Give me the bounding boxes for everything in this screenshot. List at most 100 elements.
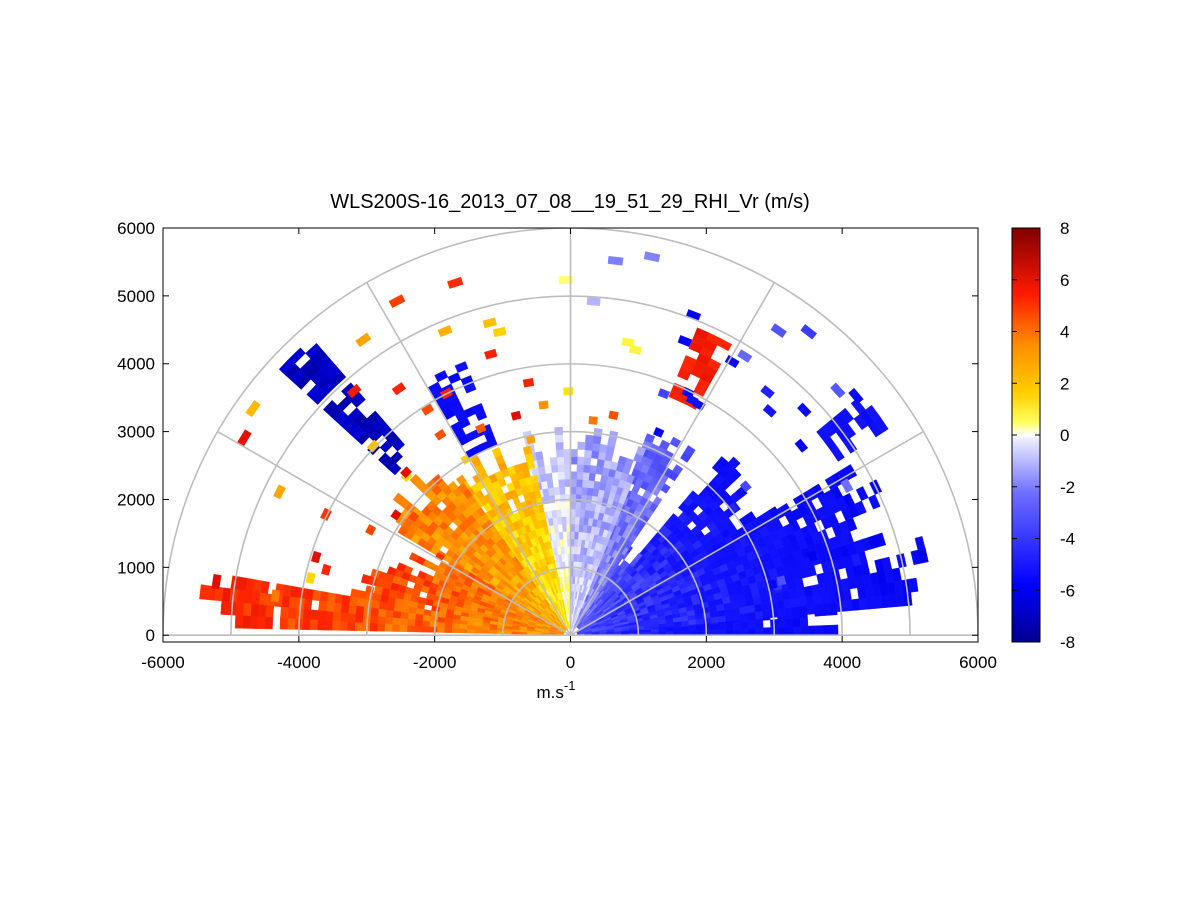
velocity-cell [437,324,453,338]
velocity-cell [450,421,463,433]
azimuth-spoke [217,430,571,636]
velocity-cell [473,625,483,631]
velocity-cell [390,509,402,521]
velocity-cell [895,592,905,607]
velocity-cell [760,384,775,399]
x-axis-label: m.s-1 [537,678,576,702]
velocity-cell [839,407,855,424]
velocity-cell [815,625,824,636]
velocity-cell [321,563,332,576]
y-tick-label: 6000 [117,219,155,238]
velocity-cell [908,577,919,593]
velocity-cell [555,441,564,451]
x-axis: -6000 -4000 -2000 0 2000 4000 6000 [141,228,997,672]
velocity-cell [388,294,406,309]
velocity-cell [643,251,661,263]
velocity-cell [790,597,800,608]
velocity-cell [718,628,727,636]
velocity-cell [355,605,365,616]
velocity-cell [561,516,567,525]
velocity-cell [414,613,424,621]
velocity-cell [570,486,577,495]
velocity-cell [814,603,824,615]
colorbar-tick-label: 8 [1060,219,1069,238]
velocity-cell [570,456,578,465]
velocity-cell [575,478,583,488]
velocity-cell [370,607,379,617]
velocity-cell [694,327,710,340]
velocity-cell [806,604,816,615]
y-tick-label: 1000 [117,558,155,577]
velocity-cell [783,598,793,609]
y-tick-label: 5000 [117,287,155,306]
velocity-cell [415,607,425,616]
velocity-cell [881,556,893,572]
velocity-cell [728,456,741,469]
velocity-cell [576,471,584,480]
velocity-cell [564,478,571,487]
velocity-cell [220,600,230,616]
velocity-cell [554,426,564,436]
velocity-cell [800,625,809,636]
velocity-cell [596,458,605,468]
velocity-cell [716,456,729,469]
velocity-cell [324,610,334,622]
velocity-cell [677,335,693,347]
velocity-cell [414,619,423,627]
velocity-cell [557,471,565,480]
velocity-cell [339,621,348,631]
velocity-cell [436,627,445,633]
velocity-cell [564,486,571,495]
velocity-cell [570,493,577,502]
velocity-cell [365,524,377,536]
velocity-cell [309,619,318,631]
velocity-cell [429,626,438,633]
velocity-cell [280,595,291,608]
velocity-cell [575,486,583,495]
velocity-cell [761,602,771,612]
velocity-cell [582,471,590,481]
velocity-cell [607,255,624,266]
velocity-cell [376,623,385,632]
velocity-cell [199,584,209,600]
velocity-cell [355,332,372,348]
velocity-cell [249,615,259,629]
colorbar-tick-label: 0 [1060,426,1069,445]
velocity-cell [684,445,696,457]
velocity-cell [710,629,719,636]
velocity-cell [510,410,522,421]
velocity-cell [586,487,594,496]
velocity-cell [421,626,430,633]
velocity-cell [574,516,580,525]
velocity-cell [360,574,371,585]
velocity-cell [270,589,281,603]
velocity-cell [762,403,777,418]
velocity-cell [451,627,460,634]
velocity-cell [659,439,671,451]
colorbar-tick-label: -6 [1060,581,1075,600]
velocity-cell [682,355,697,368]
velocity-cell [580,494,587,503]
velocity-cell [748,627,757,636]
velocity-cell [888,593,898,608]
velocity-cell [503,631,512,635]
velocity-cell [570,449,578,458]
velocity-cell [302,608,312,621]
velocity-cell [842,492,855,508]
chart-title: WLS200S-16_2013_07_08__19_51_29_RHI_Vr (… [330,191,810,213]
velocity-cell [695,624,704,631]
colorbar-ticks: 8 6 4 2 0 -2 -4 -6 -8 [1012,219,1075,652]
velocity-cell [791,606,801,617]
velocity-cell [482,317,497,329]
velocity-cell [755,620,764,629]
velocity-cell [573,546,578,555]
velocity-cell [578,523,584,533]
velocity-cell [369,615,379,624]
velocity-cell [538,400,549,410]
velocity-cell [733,628,742,636]
velocity-cell [234,615,244,629]
velocity-cell [717,623,727,630]
velocity-cell [475,423,487,434]
colorbar-tick-label: 2 [1060,374,1069,393]
